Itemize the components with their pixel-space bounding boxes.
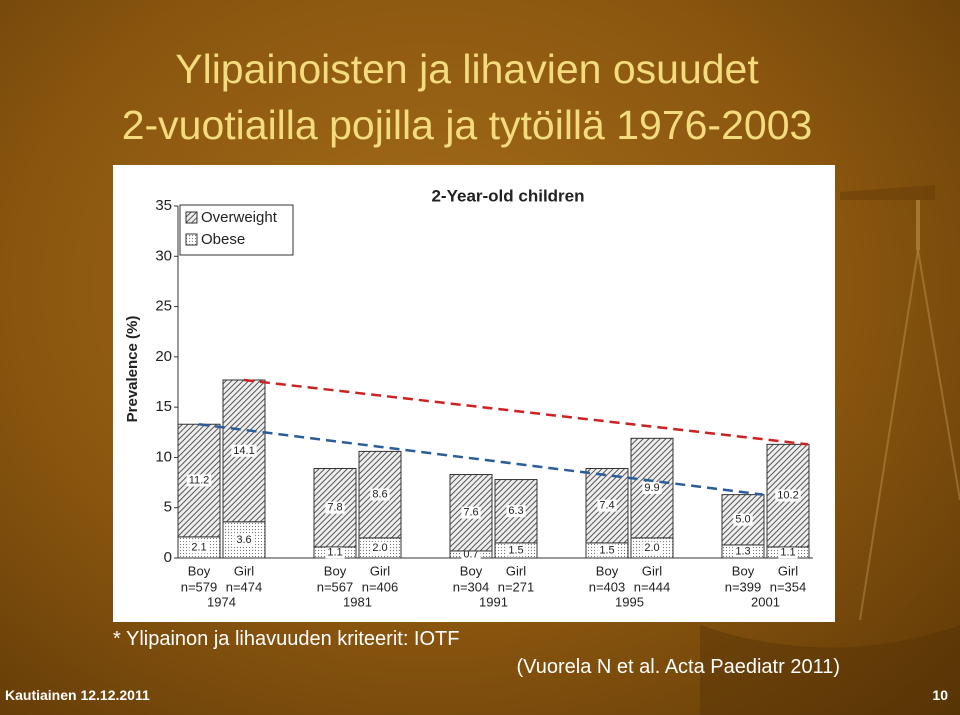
- y-tick-label: 0: [164, 549, 172, 566]
- value-label: 8.6: [372, 489, 387, 501]
- value-label-background: [506, 544, 526, 557]
- value-label: 2.0: [644, 542, 659, 554]
- value-label: 1.1: [780, 546, 795, 558]
- sample-size: n=304: [453, 579, 490, 594]
- value-label-background: [733, 545, 753, 558]
- legend-label: Obese: [201, 231, 245, 248]
- value-label-background: [370, 541, 390, 554]
- group-label: 1995: [615, 594, 644, 609]
- legend-swatch: [185, 211, 198, 224]
- value-label: 1.5: [599, 544, 614, 556]
- sample-size: n=444: [634, 579, 671, 594]
- y-tick-label: 10: [155, 448, 172, 465]
- sample-size: n=567: [317, 579, 354, 594]
- value-label: 1.1: [327, 546, 342, 558]
- value-label: 7.6: [463, 507, 478, 519]
- group-label: 1974: [207, 594, 236, 609]
- legend-swatch: [185, 233, 198, 246]
- value-label-background: [778, 546, 798, 559]
- sample-size: n=474: [226, 579, 263, 594]
- x-tick-label: Girl: [234, 563, 254, 578]
- value-label-background: [642, 541, 662, 554]
- trend-line: [243, 378, 809, 446]
- value-label: 2.1: [191, 541, 206, 553]
- value-label: 6.3: [508, 505, 523, 517]
- value-label-background: [325, 546, 345, 559]
- y-axis-label: Prevalence (%): [124, 316, 141, 423]
- value-label: 9.9: [644, 482, 659, 494]
- value-label: 5.0: [735, 514, 750, 526]
- legend-label: Overweight: [201, 209, 278, 226]
- group-label: 1991: [479, 594, 508, 609]
- sample-size: n=406: [362, 579, 399, 594]
- x-tick-label: Boy: [324, 563, 347, 578]
- sample-size: n=579: [181, 579, 218, 594]
- y-tick-label: 30: [155, 247, 172, 264]
- y-tick-label: 20: [155, 348, 172, 365]
- value-label-background: [597, 544, 617, 557]
- title-line: Ylipainoisten ja lihavien osuudet: [175, 46, 759, 92]
- value-label: 7.8: [327, 502, 342, 514]
- value-label: 3.6: [236, 534, 251, 546]
- value-label: 2.0: [372, 542, 387, 554]
- value-label: 7.4: [599, 500, 614, 512]
- y-tick-label: 35: [155, 197, 172, 214]
- value-label: 1.3: [735, 545, 750, 557]
- sample-size: n=354: [770, 579, 807, 594]
- value-label: 11.2: [189, 474, 210, 486]
- trend-line: [198, 422, 764, 496]
- group-label: 2001: [751, 594, 780, 609]
- chart: 2-Year-old children Prevalence (%) 0 5 10 1…: [113, 165, 835, 622]
- sample-size: n=399: [725, 579, 762, 594]
- x-tick-label: Girl: [506, 563, 526, 578]
- value-label-background: [461, 506, 481, 519]
- x-tick-label: Boy: [460, 563, 483, 578]
- chart-title: 2-Year-old children: [431, 186, 584, 205]
- value-label-background: [370, 488, 390, 501]
- value-label-background: [325, 501, 345, 514]
- value-label-background: [733, 513, 753, 526]
- value-label-background: [642, 482, 662, 495]
- legend-box: [179, 204, 294, 256]
- x-tick-label: Boy: [596, 563, 619, 578]
- y-tick-label: 15: [155, 398, 172, 415]
- page-number: 10: [932, 687, 948, 703]
- y-tick-label: 5: [164, 499, 172, 516]
- value-label-background: [597, 499, 617, 512]
- footnote: * Ylipainon ja lihavuuden kriteerit: IOT…: [113, 628, 460, 650]
- author-date: Kautiainen 12.12.2011: [5, 687, 150, 703]
- x-tick-label: Girl: [370, 563, 390, 578]
- value-label: 1.5: [508, 544, 523, 556]
- value-label: 14.1: [233, 445, 254, 457]
- x-tick-label: Boy: [732, 563, 755, 578]
- sample-size: n=271: [498, 579, 535, 594]
- group-label: 1981: [343, 594, 372, 609]
- value-label-background: [506, 505, 526, 518]
- value-label-background: [186, 474, 212, 487]
- title-line: 2-vuotiailla pojilla ja tytöillä 1976-20…: [121, 102, 813, 148]
- x-tick-label: Girl: [778, 563, 798, 578]
- value-label-background: [775, 489, 801, 502]
- x-tick-label: Boy: [188, 563, 211, 578]
- value-label-background: [189, 541, 209, 554]
- x-tick-label: Girl: [642, 563, 662, 578]
- source: (Vuorela N et al. Acta Paediatr 2011): [516, 656, 840, 678]
- y-tick-label: 25: [155, 298, 172, 315]
- value-label: 10.2: [777, 490, 798, 502]
- value-label-background: [231, 444, 257, 457]
- value-label-background: [234, 533, 254, 546]
- sample-size: n=403: [589, 579, 626, 594]
